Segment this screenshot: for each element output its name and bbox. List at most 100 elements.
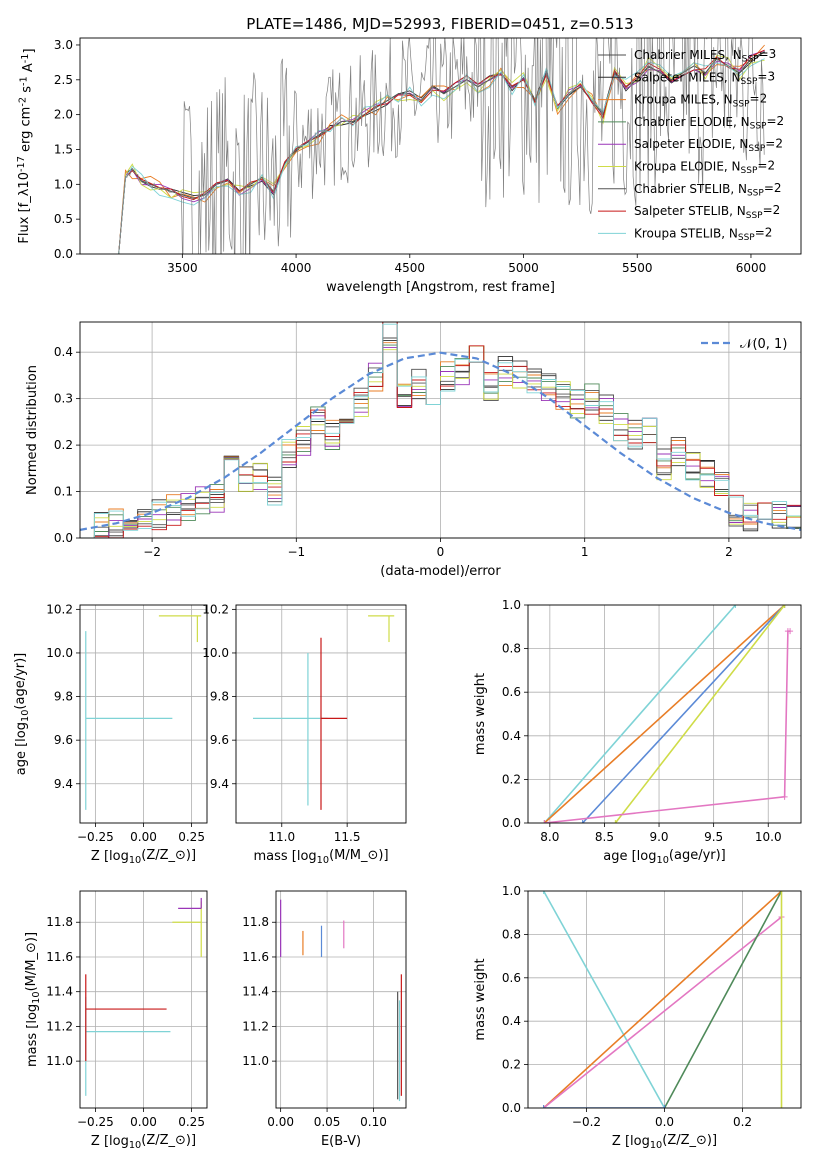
y-tick-label: 0.6 [502,685,521,699]
text-span: Z [log [91,849,129,864]
cumulative-marker [778,891,785,894]
y-tick-label: 11.2 [242,1019,269,1033]
text-span: erg cm [18,107,33,156]
y-tick-label: 1.0 [54,177,73,191]
mass-weight-vs-age-panel: 8.0 8.5 9.0 9.5 10.0 0.0 0.2 0.4 0.6 0.8 1.0 age [l… [473,598,802,866]
text-span: (data-model)/error [380,564,501,579]
text-span: =2 [765,136,783,150]
text-span: SSP [742,55,759,65]
cumulative-marker [579,820,586,823]
x-tick-label: 0.25 [178,830,205,844]
text-span: Kroupa STELIB, N [634,226,738,240]
x-tick-label: 0.25 [178,1115,205,1129]
text-span: Kroupa ELODIE, N [634,160,741,174]
x-tick-label: 9.0 [649,830,668,844]
y-tick-label: 9.4 [54,777,73,791]
figure-title: PLATE=1486, MJD=52993, FIBERID=0451, z=0… [246,15,633,33]
text-span: 10 [317,855,329,866]
axes-frame [275,890,407,1109]
y-tick-label: 10.2 [202,602,229,616]
text-span: =2 [755,226,773,240]
text-span: -1 [19,76,30,86]
text-span: =3 [759,47,777,61]
cumulative-marker [540,1105,547,1108]
x-tick-label: 8.5 [595,830,614,844]
text-span: 10 [20,710,31,722]
legend-label: 𝒩(0, 1) [740,337,787,352]
plot-area [118,38,765,254]
y-axis-label: Flux [f_λ10-17 erg cm-2 s-1 A-1] [16,48,37,243]
axes-frame [79,37,802,255]
y-tick-label: 10.0 [46,646,73,660]
legend-label: Kroupa MILES, NSSP=2 [634,92,767,110]
y-tick-label: 9.4 [210,777,229,791]
y-tick-label: 11.6 [242,950,269,964]
y-tick-label: 0.0 [54,531,73,545]
legend-label: Salpeter STELIB, NSSP=2 [634,203,780,221]
y-tick-label: 0.2 [502,1058,521,1072]
plot-area [80,322,801,538]
cumulative-marker [787,628,794,635]
cumulative-line [543,605,737,823]
text-span: (Z/Z_⊙)] [662,1133,717,1148]
x-tick-label: −0.25 [77,830,114,844]
y-tick-label: 2.5 [54,73,73,87]
residual-histogram-panel: −2 −1 0 1 2 0.0 0.1 0.2 0.3 0.4 (data-model)/error… [25,321,802,579]
model-curve [118,54,765,254]
text-span: (age/yr)] [669,848,726,863]
cumulative-marker [540,891,547,894]
x-tick-label: 4000 [281,261,312,275]
y-tick-label: 10.2 [46,602,73,616]
text-span: 10 [656,855,668,866]
text-span: mass [log [25,1004,40,1067]
model-curve [118,58,765,254]
mass-vs-extinction-panel: 0.00 0.05 0.10 11.0 11.2 11.4 11.6 11.8 E(B-V) [242,890,407,1149]
x-tick-label: 0.00 [130,830,157,844]
histogram-step [80,323,801,538]
y-tick-label: 0.4 [54,345,73,359]
y-tick-label: 11.8 [46,915,73,929]
text-span: SSP [747,189,764,199]
cumulative-line [663,891,783,1108]
x-tick-label: 3500 [167,261,198,275]
x-tick-label: 11.5 [334,830,361,844]
y-tick-label: 1.5 [54,142,73,156]
text-span: SSP [748,144,765,154]
text-span: A [21,63,36,76]
legend-label: Chabrier MILES, NSSP=3 [634,47,776,65]
y-tick-label: 2.0 [54,108,73,122]
plot-area [85,615,202,810]
x-tick-label: 5500 [622,261,653,275]
age-vs-mass-panel: 11.0 11.5 9.4 9.6 9.8 10.0 10.2 mass [log10(M/M… [202,602,407,866]
x-tick-label: −1 [287,545,305,559]
axes-frame [235,604,407,824]
cumulative-marker [661,1105,668,1108]
text-span: -1 [20,54,31,64]
text-span: SSP [738,233,755,243]
text-span: =2 [764,181,782,195]
y-tick-label: 11.2 [46,1019,73,1033]
x-tick-label: 0.00 [267,1115,294,1129]
y-tick-label: 0.1 [54,485,73,499]
text-span: wavelength [Angstrom, rest frame] [326,280,555,295]
legend-label: Kroupa ELODIE, NSSP=2 [634,159,775,177]
text-span: =3 [757,69,775,83]
legend-label: Chabrier ELODIE, NSSP=2 [634,114,784,132]
legend-label: Kroupa STELIB, NSSP=2 [634,226,772,244]
y-tick-label: 0.2 [502,772,521,786]
y-tick-label: 1.0 [502,598,521,612]
text-span: mass weight [473,673,488,755]
text-span: Normed distribution [25,365,40,495]
x-tick-label: 9.5 [704,830,723,844]
x-tick-label: 0 [437,545,445,559]
y-tick-label: 0.0 [54,247,73,261]
spectrum-panel: 3500 4000 4500 5000 5500 6000 0.0 0.5 1.0 1.5 2.0 2… [16,37,802,295]
x-tick-label: 0.10 [360,1115,387,1129]
normal-curve [80,351,801,531]
x-tick-label: 0.2 [733,1115,752,1129]
x-axis-label: wavelength [Angstrom, rest frame] [326,280,555,295]
text-span: Chabrier STELIB, N [634,182,747,196]
cumulative-line [542,891,666,1108]
text-span: =2 [750,92,768,106]
text-span: SSP [746,211,763,221]
